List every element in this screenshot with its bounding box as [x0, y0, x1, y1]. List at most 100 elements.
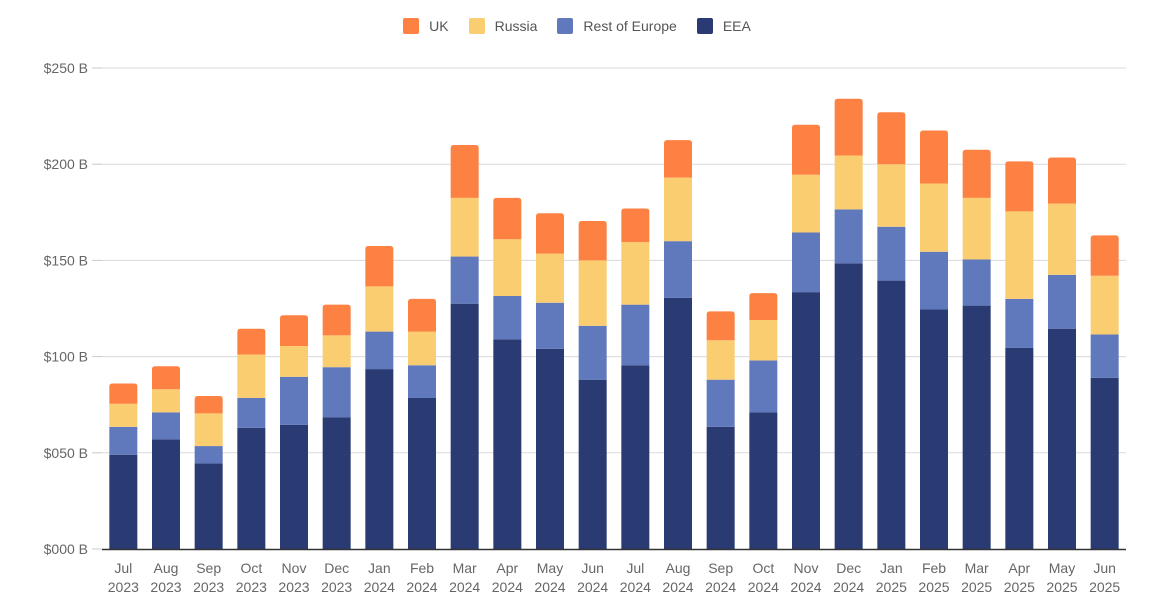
legend-item-uk[interactable]: UK — [403, 18, 449, 34]
bar-segment-rest-of-europe[interactable] — [1090, 334, 1119, 378]
bar-segment-eea[interactable] — [749, 412, 778, 549]
bar-segment-rest-of-europe[interactable] — [962, 259, 991, 306]
bar-segment-russia[interactable] — [408, 331, 436, 366]
bar-segment-uk[interactable] — [962, 149, 991, 198]
bar-segment-russia[interactable] — [365, 286, 394, 332]
bar-segment-eea[interactable] — [877, 280, 906, 549]
bar-stack[interactable] — [493, 197, 522, 549]
bar-segment-uk[interactable] — [1090, 235, 1119, 276]
bar-segment-eea[interactable] — [834, 263, 863, 549]
bar-segment-uk[interactable] — [237, 328, 266, 355]
bar-segment-russia[interactable] — [1048, 203, 1076, 275]
bar-stack[interactable] — [109, 383, 138, 549]
bar-segment-rest-of-europe[interactable] — [493, 295, 522, 340]
bar-stack[interactable] — [237, 328, 266, 549]
bar-segment-uk[interactable] — [920, 130, 948, 184]
bar-segment-eea[interactable] — [280, 424, 308, 549]
bar-stack[interactable] — [792, 124, 820, 549]
bar-segment-eea[interactable] — [536, 348, 564, 549]
bar-segment-uk[interactable] — [621, 208, 650, 243]
bar-segment-eea[interactable] — [920, 309, 948, 549]
bar-stack[interactable] — [280, 315, 308, 549]
bar-stack[interactable] — [450, 144, 479, 549]
bar-segment-russia[interactable] — [493, 239, 522, 296]
bar-stack[interactable] — [621, 208, 650, 549]
bar-segment-eea[interactable] — [365, 369, 394, 549]
bar-segment-russia[interactable] — [877, 164, 906, 227]
legend-item-eea[interactable]: EEA — [696, 18, 751, 34]
bar-stack[interactable] — [877, 112, 906, 549]
bar-segment-russia[interactable] — [962, 197, 991, 260]
bar-segment-russia[interactable] — [1005, 211, 1034, 299]
bar-segment-uk[interactable] — [536, 213, 564, 254]
bar-segment-russia[interactable] — [834, 155, 863, 210]
bar-segment-eea[interactable] — [152, 439, 180, 549]
bar-segment-eea[interactable] — [408, 397, 436, 549]
bar-stack[interactable] — [322, 304, 351, 549]
bar-segment-russia[interactable] — [1090, 275, 1119, 335]
bar-segment-uk[interactable] — [152, 366, 180, 390]
bar-segment-rest-of-europe[interactable] — [365, 331, 394, 370]
bar-segment-rest-of-europe[interactable] — [834, 209, 863, 264]
bar-stack[interactable] — [408, 298, 436, 549]
bar-segment-uk[interactable] — [109, 383, 138, 404]
bar-segment-eea[interactable] — [1005, 347, 1034, 549]
bar-segment-uk[interactable] — [834, 98, 863, 156]
bar-segment-rest-of-europe[interactable] — [322, 367, 351, 418]
bar-segment-rest-of-europe[interactable] — [621, 304, 650, 366]
bar-segment-rest-of-europe[interactable] — [237, 397, 266, 428]
bar-segment-rest-of-europe[interactable] — [664, 241, 692, 298]
bar-stack[interactable] — [962, 149, 991, 549]
bar-segment-rest-of-europe[interactable] — [536, 302, 564, 349]
bar-segment-eea[interactable] — [194, 463, 223, 549]
bar-segment-eea[interactable] — [962, 305, 991, 549]
bar-segment-russia[interactable] — [322, 335, 351, 368]
bar-segment-uk[interactable] — [493, 197, 522, 240]
bar-segment-russia[interactable] — [749, 320, 778, 361]
bar-segment-uk[interactable] — [450, 144, 479, 198]
bar-segment-rest-of-europe[interactable] — [194, 446, 223, 464]
bar-stack[interactable] — [152, 366, 180, 549]
bar-segment-russia[interactable] — [280, 346, 308, 377]
bar-segment-eea[interactable] — [578, 379, 607, 549]
bar-stack[interactable] — [1048, 157, 1076, 549]
bar-segment-uk[interactable] — [578, 220, 607, 261]
bar-segment-rest-of-europe[interactable] — [408, 365, 436, 398]
bar-segment-russia[interactable] — [621, 242, 650, 305]
bar-stack[interactable] — [536, 213, 564, 549]
bar-segment-rest-of-europe[interactable] — [450, 256, 479, 304]
bar-segment-uk[interactable] — [365, 245, 394, 287]
bar-stack[interactable] — [1005, 161, 1034, 549]
bar-segment-eea[interactable] — [792, 292, 820, 549]
bar-stack[interactable] — [194, 396, 223, 549]
bar-segment-uk[interactable] — [1048, 157, 1076, 204]
bar-segment-russia[interactable] — [109, 403, 138, 427]
bar-segment-russia[interactable] — [920, 183, 948, 252]
bar-stack[interactable] — [749, 293, 778, 549]
bar-segment-uk[interactable] — [706, 311, 735, 341]
bar-segment-eea[interactable] — [109, 454, 138, 549]
bar-segment-uk[interactable] — [664, 140, 692, 178]
bar-segment-eea[interactable] — [493, 339, 522, 549]
bar-segment-uk[interactable] — [749, 293, 778, 321]
bar-segment-russia[interactable] — [194, 413, 223, 447]
legend-item-rest-of-europe[interactable]: Rest of Europe — [557, 18, 677, 34]
bar-segment-rest-of-europe[interactable] — [109, 426, 138, 455]
bar-segment-eea[interactable] — [450, 303, 479, 549]
bar-segment-uk[interactable] — [877, 112, 906, 165]
bar-segment-uk[interactable] — [792, 124, 820, 175]
bar-segment-uk[interactable] — [280, 315, 308, 347]
bar-stack[interactable] — [365, 245, 394, 549]
bar-segment-rest-of-europe[interactable] — [280, 376, 308, 425]
bar-segment-uk[interactable] — [322, 304, 351, 336]
bar-segment-rest-of-europe[interactable] — [877, 226, 906, 281]
bar-segment-russia[interactable] — [450, 197, 479, 257]
bar-segment-eea[interactable] — [621, 365, 650, 549]
bar-segment-russia[interactable] — [664, 177, 692, 242]
bar-segment-eea[interactable] — [1090, 377, 1119, 549]
bar-segment-rest-of-europe[interactable] — [749, 360, 778, 413]
bar-stack[interactable] — [578, 220, 607, 549]
bar-segment-russia[interactable] — [792, 174, 820, 233]
bar-stack[interactable] — [706, 311, 735, 549]
bar-segment-uk[interactable] — [408, 298, 436, 332]
